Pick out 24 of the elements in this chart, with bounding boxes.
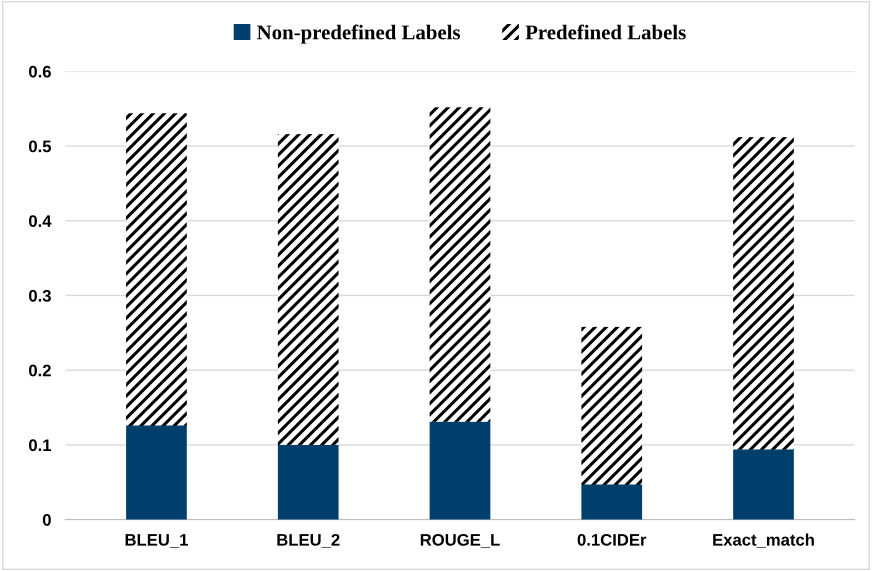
x-tick-label: ROUGE_L bbox=[420, 534, 500, 548]
bar bbox=[126, 113, 187, 426]
bar bbox=[278, 134, 339, 445]
x-tick-label: BLEU_1 bbox=[126, 534, 188, 548]
bar bbox=[278, 444, 339, 520]
bar bbox=[733, 137, 794, 450]
legend-label: Predefined Labels bbox=[526, 24, 686, 40]
bar bbox=[430, 422, 490, 520]
y-tick-label: 0.3 bbox=[29, 290, 51, 302]
x-tick-label: Exact_match bbox=[713, 534, 814, 548]
y-tick-label: 0 bbox=[42, 514, 51, 526]
bar bbox=[581, 326, 642, 484]
bar bbox=[733, 449, 794, 520]
legend-label: Non-predefined Labels bbox=[257, 24, 460, 44]
bar bbox=[430, 107, 490, 422]
y-tick-label: 0.6 bbox=[29, 66, 51, 78]
bar bbox=[126, 425, 187, 520]
bar bbox=[581, 484, 642, 520]
y-tick-label: 0.4 bbox=[29, 215, 52, 227]
y-tick-label: 0.2 bbox=[29, 364, 51, 376]
x-tick-label: BLEU_2 bbox=[277, 534, 340, 548]
y-tick-label: 0.1 bbox=[29, 439, 52, 452]
x-tick-label: 0.1CIDEr bbox=[578, 534, 646, 546]
y-tick-label: 0.5 bbox=[29, 140, 52, 152]
